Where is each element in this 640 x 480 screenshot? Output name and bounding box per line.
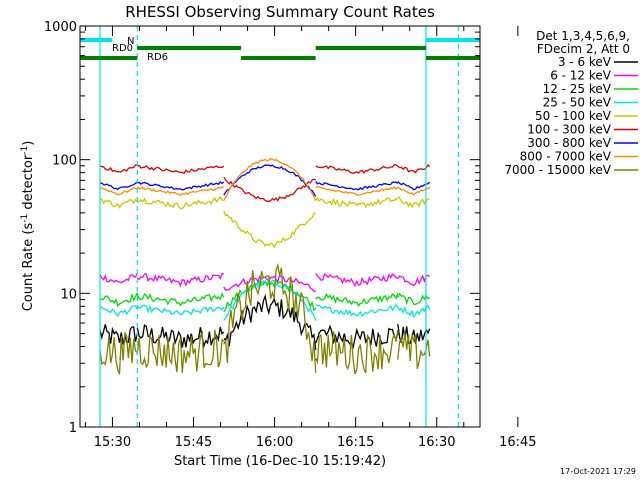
y-tick-label: 1000 [44, 20, 77, 35]
legend-label: 50 - 100 keV [535, 109, 612, 123]
y-axis-label-end: ) [21, 141, 36, 146]
series-line [99, 293, 431, 350]
legend-label: 25 - 50 keV [543, 96, 612, 110]
flag-label: N [127, 36, 134, 47]
series-line [99, 164, 431, 197]
legend-header-2: FDecim 2, Att 0 [537, 42, 630, 56]
x-tick-label: 15:45 [175, 435, 212, 450]
x-tick-label: 16:15 [337, 435, 374, 450]
y-axis-label-sup-2: -1 [20, 146, 30, 155]
y-axis: 1 10 100 1000 [44, 20, 480, 436]
series-line [99, 157, 431, 202]
legend-label: 100 - 300 keV [527, 123, 611, 137]
y-tick-label: 1 [69, 421, 77, 436]
flag-label: RD0 [112, 43, 133, 54]
x-tick-label: 16:00 [256, 435, 293, 450]
y-tick-label: 10 [60, 287, 77, 302]
x-tick-label: 16:45 [499, 435, 536, 450]
legend-label: 3 - 6 keV [558, 55, 612, 69]
legend-label: 800 - 7000 keV [520, 150, 612, 164]
footer-timestamp: 17-Oct-2021 17:29 [560, 467, 636, 476]
marker-lines [99, 26, 459, 427]
x-axis-label: Start Time (16-Dec-10 15:19:42) [174, 454, 386, 469]
x-axis: 15:30 15:45 16:00 16:15 16:30 16:45 [84, 26, 537, 450]
y-axis-label: Count Rate (s-1 detector-1) [20, 141, 36, 312]
legend-label: 7000 - 15000 keV [504, 163, 611, 177]
plot-area [99, 157, 431, 375]
legend-label: 12 - 25 keV [543, 82, 612, 96]
y-axis-label-main: Count Rate (s [21, 223, 36, 312]
x-tick-label: 15:30 [94, 435, 131, 450]
plot-frame [79, 25, 481, 428]
legend-header-1: Det 1,3,4,5,6,9, [536, 29, 630, 43]
legend: Det 1,3,4,5,6,9, FDecim 2, Att 0 3 - 6 k… [504, 29, 638, 177]
y-axis-label-mid: detector [21, 154, 36, 214]
legend-label: 300 - 800 keV [527, 136, 611, 150]
chart-title: RHESSI Observing Summary Count Rates [125, 3, 435, 21]
series-line [99, 262, 431, 375]
y-tick-label: 100 [52, 154, 77, 169]
series-line [99, 195, 430, 249]
x-tick-label: 16:30 [418, 435, 455, 450]
y-axis-label-sup-1: -1 [20, 214, 30, 223]
legend-label: 6 - 12 keV [550, 69, 612, 83]
flag-label: RD6 [147, 52, 168, 63]
series-line [99, 163, 431, 202]
